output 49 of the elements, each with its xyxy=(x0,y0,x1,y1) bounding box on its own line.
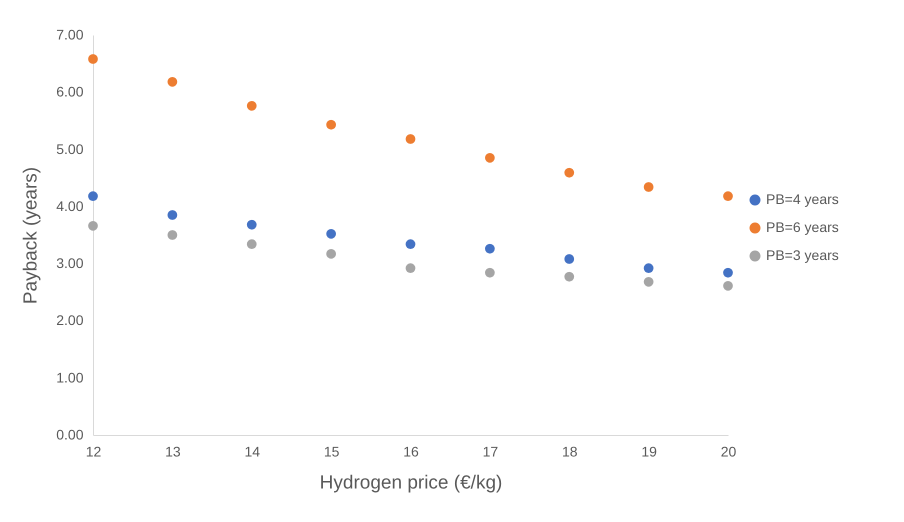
y-tick-label: 7.00 xyxy=(56,26,84,42)
legend-label: PB=3 years xyxy=(766,247,839,263)
point xyxy=(485,244,495,254)
point xyxy=(485,152,495,163)
y-axis-title: Payback (years) xyxy=(20,166,42,304)
point xyxy=(326,120,336,130)
point xyxy=(246,239,257,250)
y-tick-label: 4.00 xyxy=(56,198,84,214)
point xyxy=(723,280,733,291)
y-tick-label: 3.00 xyxy=(56,255,84,272)
point xyxy=(88,54,98,64)
point xyxy=(326,248,336,259)
x-tick-label: 14 xyxy=(244,444,260,460)
x-tick-label: 15 xyxy=(324,444,340,460)
x-tick-label: 17 xyxy=(482,444,498,460)
point xyxy=(246,220,257,230)
y-tick-label: 6.00 xyxy=(56,84,84,100)
x-axis-title: Hydrogen price (€/kg) xyxy=(320,472,502,494)
point xyxy=(723,191,733,202)
point xyxy=(406,239,416,250)
legend-label: PB=4 years xyxy=(766,191,839,207)
point xyxy=(564,272,574,282)
x-tick-label: 19 xyxy=(641,444,658,460)
x-tick-label: 16 xyxy=(403,444,419,460)
point xyxy=(564,168,574,178)
point xyxy=(168,230,178,240)
point xyxy=(326,228,336,239)
x-tick-label: 18 xyxy=(562,444,578,460)
x-tick-label: 20 xyxy=(720,444,736,460)
point xyxy=(644,182,654,192)
point xyxy=(406,134,416,144)
point xyxy=(644,263,654,274)
point xyxy=(88,191,98,202)
legend-label: PB=6 years xyxy=(766,219,839,235)
point xyxy=(644,276,654,287)
y-tick-label: 2.00 xyxy=(56,312,84,328)
y-tick-label: 1.00 xyxy=(56,369,84,386)
point xyxy=(723,268,733,278)
point xyxy=(168,210,178,220)
point xyxy=(564,254,574,264)
x-tick-label: 12 xyxy=(86,444,102,460)
point xyxy=(246,100,257,111)
y-tick-label: 5.00 xyxy=(56,140,84,157)
point xyxy=(406,263,416,274)
y-tick-label: 0.00 xyxy=(56,426,84,442)
point xyxy=(88,220,98,231)
point xyxy=(485,268,495,278)
point xyxy=(168,76,178,87)
x-tick-label: 13 xyxy=(165,444,181,460)
